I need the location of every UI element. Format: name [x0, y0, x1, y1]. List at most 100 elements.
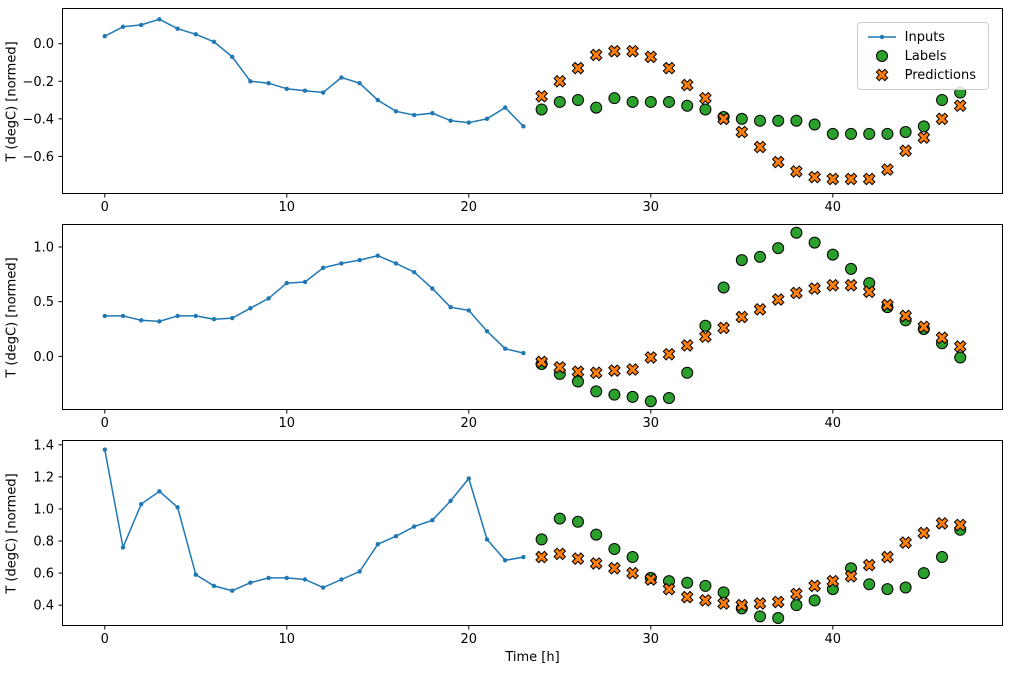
labels-point	[790, 114, 803, 127]
inputs-point	[448, 118, 453, 123]
y-tick-label: 0.0	[33, 37, 54, 52]
inputs-point	[502, 105, 508, 110]
inputs-point	[248, 306, 253, 311]
predictions-point	[844, 172, 858, 186]
predictions-point	[771, 293, 785, 306]
inputs-point	[466, 308, 471, 313]
labels-point	[772, 242, 785, 255]
predictions-point	[899, 144, 912, 158]
predictions-point	[953, 340, 967, 353]
inputs-point	[466, 476, 471, 481]
inputs-point	[466, 120, 471, 125]
inputs-point	[229, 315, 235, 321]
inputs-point	[138, 318, 144, 323]
predictions-point	[644, 351, 658, 364]
inputs-point	[339, 261, 344, 266]
inputs-point	[393, 534, 399, 539]
inputs-point	[211, 39, 217, 45]
labels-point	[590, 528, 603, 541]
predictions-point	[535, 89, 548, 103]
predictions-point	[589, 366, 603, 380]
inputs-point	[266, 80, 271, 86]
labels-point	[808, 236, 821, 249]
inputs-line	[104, 18, 524, 127]
predictions-point	[571, 61, 585, 75]
inputs-point	[484, 329, 490, 334]
predictions-point	[844, 569, 858, 583]
inputs-point	[320, 90, 326, 95]
y-axis-label-wrap-1: T (degC) [normed]	[4, 8, 20, 194]
predictions-point	[699, 91, 712, 105]
labels-point	[917, 567, 930, 580]
y-tick-label: −0.6	[22, 150, 54, 165]
predictions-point	[626, 44, 639, 58]
inputs-point	[157, 489, 162, 494]
labels-point	[845, 127, 858, 140]
labels-point	[954, 351, 967, 364]
predictions-point	[808, 170, 821, 184]
labels-point	[881, 127, 894, 140]
inputs-point	[175, 505, 180, 510]
inputs-line	[104, 449, 524, 592]
predictions-point	[753, 302, 767, 316]
labels-point	[881, 583, 894, 596]
labels-point	[699, 579, 712, 592]
predictions-point	[771, 595, 785, 609]
predictions-point	[881, 298, 894, 312]
inputs-point	[120, 545, 126, 550]
x-tick-label: 40	[825, 632, 842, 647]
inputs-point	[320, 585, 326, 590]
x-tick-label: 0	[101, 200, 109, 215]
predictions-point	[917, 131, 931, 144]
predictions-point	[571, 365, 585, 379]
inputs-point	[120, 313, 126, 319]
inputs-point	[339, 75, 344, 80]
plot-area-1: 0 10 20 30 40 0.0 −0.2 −0.4 −0.6	[22, 8, 1003, 215]
predictions-point	[881, 550, 894, 564]
labels-point	[626, 551, 639, 564]
inputs-point	[448, 304, 453, 310]
y-tick-label: 0.4	[33, 599, 54, 614]
inputs-point	[339, 577, 344, 582]
inputs-point	[411, 112, 417, 118]
predictions-point	[753, 597, 767, 610]
inputs-point	[248, 79, 253, 84]
legend: Inputs Labels Predictions	[856, 22, 989, 90]
legend-item-labels: Labels	[866, 48, 976, 64]
x-tick-label: 20	[461, 416, 478, 431]
predictions-point	[589, 557, 603, 570]
y-tick-label: 1.2	[33, 470, 54, 485]
inputs-point	[357, 569, 362, 574]
x-tick-label: 10	[279, 632, 296, 647]
inputs-point	[175, 26, 180, 31]
labels-point	[717, 586, 730, 599]
inputs-point	[502, 346, 508, 351]
inputs-point	[430, 517, 435, 523]
predictions-point	[735, 310, 749, 324]
x-tick-label: 0	[101, 416, 109, 431]
predictions-point	[535, 550, 548, 564]
y-tick-label: −0.2	[22, 75, 54, 90]
inputs-point	[193, 313, 198, 319]
predictions-point	[553, 360, 567, 374]
labels-point	[808, 118, 821, 131]
predictions-point	[717, 597, 730, 610]
inputs-point	[266, 296, 271, 301]
labels-point	[681, 99, 694, 112]
predictions-point	[680, 78, 694, 92]
labels-point	[845, 262, 858, 275]
plot-area-2: 0 10 20 30 40 0.0 0.5 1.0	[33, 224, 1003, 431]
x-tick-label: 30	[643, 416, 660, 431]
labels-point	[808, 594, 821, 607]
labels-point	[608, 543, 621, 556]
labels-point	[572, 375, 585, 388]
inputs-point	[357, 80, 362, 86]
inputs-point	[138, 501, 144, 507]
plot-frame	[62, 8, 1003, 194]
x-tick-label: 10	[279, 200, 296, 215]
legend-predictions-label: Predictions	[904, 67, 976, 83]
labels-circle-sample	[875, 50, 888, 62]
subplot-2: 0 10 20 30 40 0.0 0.5 1.0	[33, 224, 1003, 431]
inputs-point	[393, 261, 399, 266]
